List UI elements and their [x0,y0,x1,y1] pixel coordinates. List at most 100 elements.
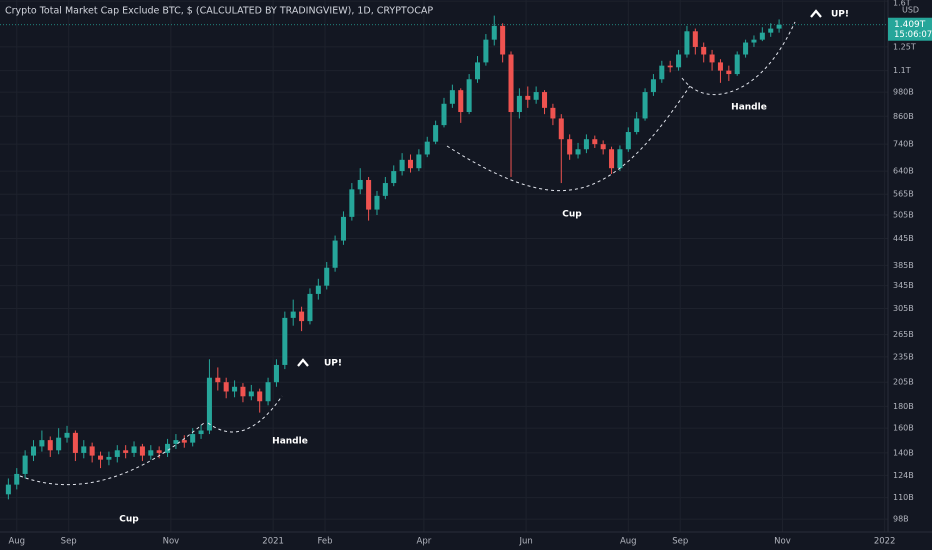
candle-body [734,54,740,75]
candle-body [165,443,171,453]
candle-body [424,141,430,155]
candle-body [299,311,305,322]
candle-body [516,95,522,113]
chart-title: Crypto Total Market Cap Exclude BTC, $ (… [5,6,433,17]
x-tick-label: Aug [8,537,25,547]
y-tick-label: 160B [893,424,914,433]
candle-body [533,92,539,100]
candle-body [583,139,589,150]
y-tick-label: 860B [893,112,914,121]
candle-body [290,311,296,318]
candle-body [567,139,573,155]
y-tick-label: 305B [893,304,914,313]
candle-body [466,79,472,113]
y-tick-label: 385B [893,261,914,270]
candle-body [198,430,204,435]
y-tick-label: 445B [893,234,914,243]
candle-body [374,195,380,210]
candle-body [743,42,749,55]
candle-body [382,183,388,196]
y-tick-label: 235B [893,352,914,361]
y-tick-label: 1.25T [893,42,916,51]
candle-body [114,450,120,457]
candle-body [550,107,556,119]
currency-label: USD [902,6,919,15]
annotation: Cup [119,515,139,525]
candle-body [542,92,548,108]
candle-body [22,455,28,474]
y-tick-label: 640B [893,167,914,176]
candle-body [449,90,455,104]
x-tick-label: Apr [417,537,432,547]
y-tick-label: 980B [893,88,914,97]
handle-curve [681,21,796,96]
y-tick-label: 1.6T [893,0,911,8]
price-axis [888,0,932,550]
x-tick-label: Jun [518,537,532,547]
cup-curve [446,85,691,192]
arrows [297,9,822,367]
candle-body [89,446,95,456]
candle-body [139,446,145,456]
y-tick-label: 345B [893,281,914,290]
candle-body [349,189,355,217]
candle-body [483,39,489,63]
candle-body [407,159,414,169]
candle-body [47,440,53,451]
candle-body [181,440,187,443]
candle-body [508,54,514,113]
x-tick-label: Sep [672,537,688,547]
annotation: Cup [562,210,582,220]
candle-body [474,62,481,80]
candle-body [634,118,640,133]
candle-body [684,31,690,55]
candle-body [324,267,330,286]
x-tick-label: Nov [163,537,180,547]
y-tick-label: 124B [893,471,914,480]
candle-body [257,391,263,402]
candle-body [282,317,288,365]
y-tick-label: 180B [893,402,914,411]
candle-body [416,154,422,169]
last-price-box [888,17,932,41]
annotation: Handle [731,103,767,113]
candle-body [215,377,221,383]
x-tick-label: 2022 [874,537,896,547]
candle-body [726,70,732,75]
candle-body [391,171,397,184]
candle-body [667,65,673,68]
candle-body [156,450,162,453]
x-tick-label: Nov [774,537,791,547]
candle-body [491,25,497,40]
y-tick-label: 98B [893,515,909,524]
candle-body [148,450,154,456]
x-tick-label: Sep [61,537,77,547]
candle-body [701,46,707,55]
candle-body [307,293,313,322]
candle-body [223,382,229,392]
candle-body [106,456,112,460]
candle-body [206,377,212,431]
annotation: UP! [831,10,849,20]
candle-body [190,434,196,443]
candle-body [39,440,45,447]
candle-body [357,179,363,190]
candle-body [659,65,665,80]
y-tick-label: 1.1T [893,66,911,75]
candle-body [56,437,62,451]
candle-body [273,364,279,383]
candle-body [500,25,506,55]
candle-body [332,240,338,268]
candle-body [558,118,564,140]
candle-body [30,446,37,456]
drawings [19,21,796,486]
last-price-label: 1.409T [894,20,926,30]
candle-body [232,386,238,392]
y-tick-label: 205B [893,378,914,387]
candle-body [776,24,782,29]
candle-body [575,149,581,155]
up-arrow [810,9,822,18]
candle-body [131,446,137,453]
